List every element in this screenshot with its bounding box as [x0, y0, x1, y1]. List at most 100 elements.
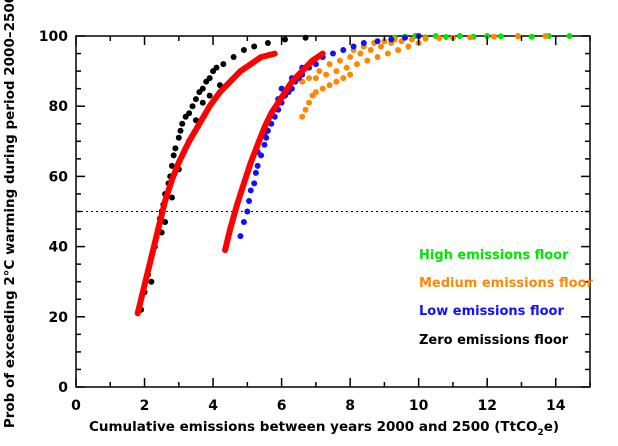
- data-point: [162, 219, 169, 226]
- data-point: [251, 43, 258, 50]
- x-tick-label: 0: [71, 398, 81, 414]
- data-point: [384, 50, 391, 57]
- data-point: [240, 47, 247, 54]
- data-point: [220, 61, 227, 68]
- data-point: [189, 103, 196, 110]
- data-point: [206, 75, 213, 82]
- data-point: [401, 34, 408, 41]
- data-point: [206, 92, 213, 99]
- data-point: [336, 57, 343, 64]
- data-point: [333, 68, 340, 75]
- x-tick-label: 10: [409, 398, 429, 414]
- x-tick-label: 2: [140, 398, 150, 414]
- legend-high-emissions: High emissions floor: [419, 248, 569, 263]
- y-tick-label: 80: [49, 99, 69, 115]
- y-axis-title: Prob of exceeding 2°C warming during per…: [2, 0, 18, 428]
- data-point: [177, 127, 184, 134]
- data-point: [405, 43, 412, 50]
- data-point: [408, 36, 415, 43]
- fit-curve-1: [222, 50, 326, 254]
- data-point: [347, 71, 354, 78]
- data-point: [246, 197, 253, 204]
- y-tick-label: 40: [49, 240, 69, 256]
- data-point: [456, 33, 463, 39]
- series-3: [138, 34, 309, 313]
- data-point: [168, 162, 175, 169]
- legend-zero-emissions: Zero emissions floor: [419, 333, 569, 348]
- data-point: [367, 47, 374, 54]
- data-point: [240, 219, 247, 226]
- data-point: [230, 54, 237, 61]
- data-point: [261, 141, 268, 148]
- data-point: [237, 233, 244, 240]
- legend-medium-emissions: Medium emissions floor: [419, 276, 594, 291]
- data-point: [192, 96, 199, 103]
- data-point: [299, 113, 306, 120]
- y-tick-label: 20: [49, 310, 69, 326]
- data-point: [340, 47, 347, 54]
- data-point: [353, 61, 360, 68]
- data-point: [350, 43, 357, 50]
- y-tick-label: 0: [58, 380, 68, 396]
- y-tick-label: 100: [39, 29, 68, 45]
- data-point: [374, 38, 381, 45]
- data-point: [199, 99, 206, 106]
- data-point: [282, 36, 289, 43]
- x-axis-title: Cumulative emissions between years 2000 …: [89, 419, 559, 438]
- data-point: [213, 64, 220, 71]
- data-point: [333, 78, 340, 85]
- data-point: [364, 57, 371, 64]
- data-point: [244, 208, 251, 215]
- data-point: [316, 68, 323, 75]
- data-point: [168, 194, 175, 201]
- data-point: [566, 33, 573, 39]
- data-point: [179, 120, 186, 127]
- data-point: [252, 169, 259, 176]
- data-point: [172, 145, 179, 152]
- data-point: [377, 43, 384, 50]
- data-point: [330, 50, 336, 57]
- data-point: [467, 34, 474, 41]
- data-point: [326, 82, 333, 89]
- x-axis-title-subscript: 2: [537, 428, 543, 438]
- x-tick-label: 8: [345, 398, 355, 414]
- data-point: [186, 110, 193, 117]
- data-point: [175, 134, 182, 141]
- data-point: [388, 36, 395, 43]
- data-point: [319, 85, 326, 92]
- data-point: [302, 34, 309, 41]
- data-point: [515, 33, 522, 40]
- data-point: [381, 38, 388, 45]
- data-point: [374, 54, 381, 61]
- data-point: [247, 187, 254, 194]
- data-point: [312, 89, 319, 96]
- data-point: [357, 50, 364, 57]
- data-point: [436, 35, 443, 42]
- series-1: [299, 33, 549, 120]
- data-point: [360, 40, 367, 47]
- data-point: [343, 64, 350, 71]
- data-point: [170, 152, 177, 159]
- data-point: [395, 47, 402, 54]
- data-point: [422, 35, 429, 42]
- data-point: [323, 71, 330, 78]
- plot-area: 0 2 4 6 8 10 12 14 0 20 40 60 80 100: [39, 29, 591, 414]
- x-tick-label: 14: [546, 398, 566, 414]
- data-point: [199, 85, 206, 92]
- data-point: [528, 33, 535, 40]
- data-point: [542, 33, 549, 39]
- data-point: [302, 106, 309, 113]
- x-tick-label: 4: [208, 398, 218, 414]
- data-point: [251, 180, 258, 187]
- data-point: [312, 75, 319, 82]
- data-point: [326, 61, 333, 68]
- data-point: [497, 33, 504, 40]
- data-point: [491, 33, 498, 40]
- data-point: [306, 75, 313, 82]
- y-tick-label: 60: [49, 169, 69, 185]
- legend: High emissions floor Medium emissions fl…: [419, 248, 594, 348]
- data-point: [340, 75, 347, 82]
- data-point: [264, 40, 271, 47]
- x-tick-label: 12: [477, 398, 496, 414]
